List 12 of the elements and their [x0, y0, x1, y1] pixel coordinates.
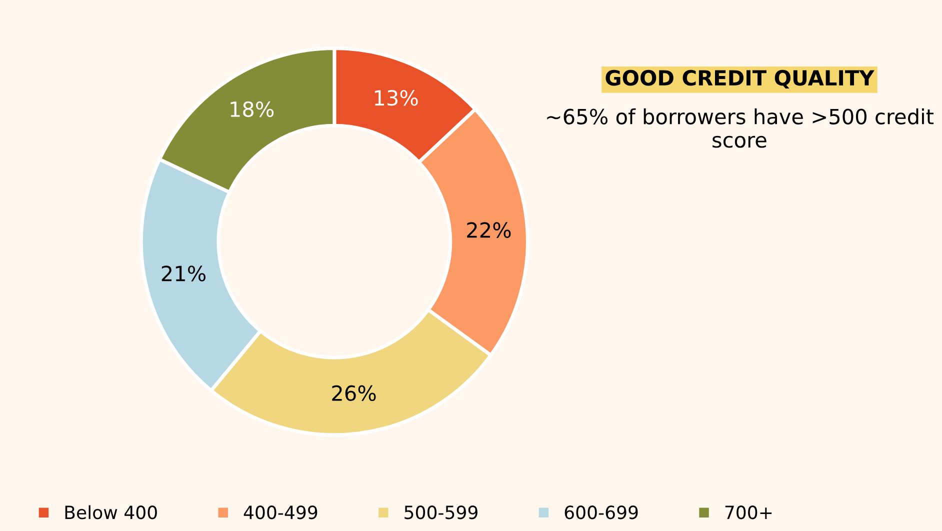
legend-label: 500-599 [404, 506, 478, 520]
text: ~65% of borrowers have >500 credit score [547, 108, 934, 148]
data-label: 26% [332, 385, 376, 402]
text: GOOD CREDIT QUALITY [606, 70, 874, 88]
legend-label: 600-699 [564, 506, 638, 520]
data-label: 21% [162, 266, 206, 282]
data-label: 13% [374, 90, 418, 106]
legend-label: 700+ [725, 506, 772, 520]
data-label: 18% [230, 101, 274, 118]
legend-label: Below 400 [65, 505, 157, 520]
legend-label: 400-499 [244, 506, 318, 520]
data-label: 22% [467, 222, 511, 238]
